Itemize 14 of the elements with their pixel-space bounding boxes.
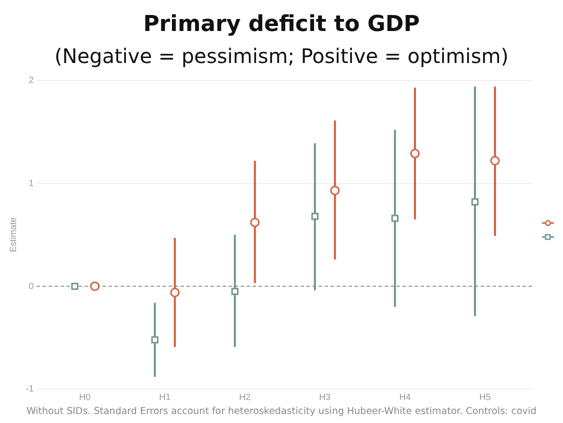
x-tick-label: H2 <box>239 392 251 402</box>
y-tick-label: 2 <box>28 74 34 85</box>
chart-subtitle: (Negative = pessimism; Positive = optimism) <box>53 44 510 68</box>
x-tick-label: H1 <box>159 392 171 402</box>
x-tick-label: H0 <box>79 392 91 402</box>
chart-title: Primary deficit to GDP <box>142 12 421 37</box>
y-tick-label: 0 <box>28 280 34 291</box>
y-axis-title: Estimate <box>8 217 18 252</box>
y-tick-label: 1 <box>28 178 34 188</box>
text: Without SIDs. Standard Errors account for heteroskedasticity using Hubeer-White estimator. Controls: covid <box>25 406 538 417</box>
x-tick-label: H5 <box>479 392 491 402</box>
x-tick-label: H4 <box>399 392 411 402</box>
y-tick-label: -1 <box>26 384 34 394</box>
x-tick-label: H3 <box>319 392 331 402</box>
